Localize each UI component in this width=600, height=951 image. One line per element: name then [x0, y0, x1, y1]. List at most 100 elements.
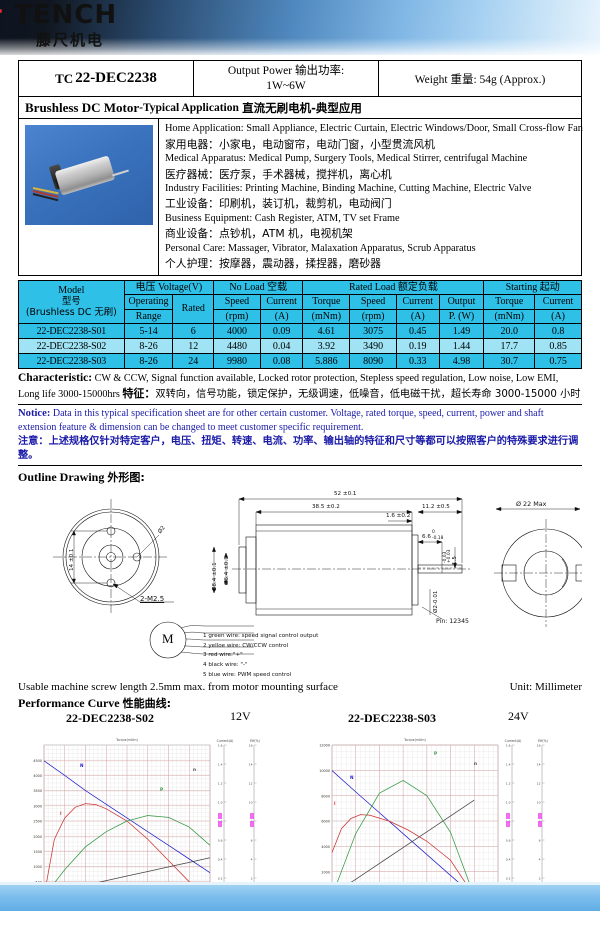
bottom-bar [0, 882, 600, 911]
th-stcurrent-2: (A) [534, 308, 582, 325]
cell-rl-speed: 3490 [349, 338, 397, 355]
brand-name-cn: 藤尺机电 [36, 31, 105, 49]
wire-legend: 1 green wire: speed signal control outpu… [203, 632, 318, 680]
cell-st-current: 0.75 [534, 353, 582, 370]
weight-cell: Weight 重量: 54g (Approx.) [414, 73, 546, 86]
dim-flat: 1.5 [452, 556, 458, 566]
title-en: Brushless DC Motor [25, 99, 140, 115]
dim-flange: 1.6 ±0.2 [386, 513, 411, 520]
cell-model: 22-DEC2238-S03 [18, 353, 125, 370]
th-nlspeed-1: Speed [213, 294, 261, 310]
header-box: TC 22-DEC2238 Output Power 输出功率: 1W~6W We… [18, 60, 583, 276]
chart-1-model: 22-DEC2238-S02 [66, 711, 155, 726]
performance-curve-title: Performance Curve 性能曲线: [18, 695, 582, 711]
characteristic-label: Characteristic: [18, 372, 93, 385]
wire-item-5: 5 blue wire: PWM speed control [203, 671, 292, 678]
cell-nl-speed: 4000 [213, 323, 261, 340]
svg-text:Current(A): Current(A) [217, 739, 234, 743]
svg-text:0.2: 0.2 [218, 877, 223, 881]
dim-shaft-step: 6.6 [422, 534, 431, 541]
cell-rl-output: 1.44 [438, 338, 485, 355]
notice-text-cn: 上述规格仅针对特定客户，电压、扭矩、转速、电流、功率、输出轴的特征和尺寸等都可以… [18, 435, 579, 462]
usable-note-row: Usable machine screw length 2.5mm max. f… [18, 681, 582, 693]
model-cell: TC 22-DEC2238 [19, 61, 194, 96]
svg-text:14: 14 [249, 763, 253, 767]
svg-text:16: 16 [249, 744, 253, 748]
svg-text:4000: 4000 [321, 845, 330, 849]
svg-text:Torque(mNm): Torque(mNm) [403, 738, 426, 742]
header-row: TC 22-DEC2238 Output Power 输出功率: 1W~6W We… [19, 61, 581, 97]
app-cn-2: 工业设备：印刷机，装订机，裁剪机，电动阀门 [165, 197, 392, 211]
th-model: Model 型号 (Brushless DC 无刷) [18, 279, 125, 325]
th-rlcurrent-1: Current [395, 294, 440, 310]
svg-text:1.4: 1.4 [506, 763, 511, 767]
svg-text:0.6: 0.6 [506, 839, 511, 843]
svg-text:N: N [80, 763, 84, 768]
svg-text:1.0: 1.0 [506, 801, 511, 805]
svg-text:Eff(%): Eff(%) [538, 739, 548, 743]
cell-rl-output: 4.98 [438, 353, 485, 370]
motor-photo-cell [19, 119, 159, 275]
th-sttorque-2: (mNm) [483, 308, 536, 325]
application-area: Home Application: Small Appliance, Elect… [19, 119, 583, 275]
unit-note: Unit: Millimeter [509, 681, 582, 694]
model-number: 22-DEC2238 [75, 70, 157, 86]
app-en-2: Industry Facilities: Printing Machine, B… [165, 182, 532, 194]
th-sttorque-1: Torque [483, 294, 536, 310]
performance-charts: 0500100015002000250030003500400045000.02… [18, 731, 582, 947]
th-rltorque-1: Torque [302, 294, 351, 310]
app-en-1: Medical Apparatus: Medical Pump, Surgery… [165, 152, 528, 164]
notice-label: Notice: [18, 407, 51, 419]
motor-symbol-label: M [162, 631, 174, 647]
cell-rated: 12 [172, 338, 215, 355]
cell-rl-output: 1.49 [438, 323, 485, 340]
wire-item-2: 2 yelloe wire: CW/CCW control [203, 642, 289, 649]
cell-rl-speed: 3075 [349, 323, 397, 340]
table-group-header-row: Model 型号 (Brushless DC 无刷) 电压 Voltage(V)… [18, 279, 582, 325]
notice-text: Data in this typical specification sheet… [18, 407, 544, 434]
th-nlcurrent-2: (A) [259, 308, 304, 325]
svg-text:10: 10 [537, 801, 541, 805]
dim-hole-pitch: 14 ±0.1 [69, 548, 75, 572]
svg-text:4000: 4000 [33, 774, 42, 778]
top-banner: TENCH 藤尺机电 [0, 0, 600, 55]
th-model-en: Model [58, 285, 85, 297]
svg-text:I: I [60, 811, 62, 816]
svg-text:1500: 1500 [33, 850, 42, 854]
svg-text:6: 6 [539, 839, 541, 843]
svg-text:0.2: 0.2 [506, 877, 511, 881]
dim-shaft-tol-upper: 0 [432, 530, 435, 536]
dim-boss-dia: Ø8.4 ±0.1 [212, 562, 218, 592]
cell-rl-speed: 8090 [349, 353, 397, 370]
svg-text:0.4: 0.4 [218, 858, 223, 862]
table-sub-header-row-1: Operating Rated Speed Current Torque Spe… [19, 294, 582, 325]
model-prefix: TC [55, 70, 74, 86]
dim-outer-dia: Ø 22 Max [516, 500, 547, 509]
notice-block: Notice: Data in this typical specificati… [18, 407, 582, 464]
th-nlspeed-2: (rpm) [213, 308, 261, 325]
svg-text:1.2: 1.2 [506, 782, 511, 786]
svg-text:2000: 2000 [33, 835, 42, 839]
svg-text:I: I [334, 801, 336, 806]
dim-shaft-tol-lower: -0.18 [432, 536, 444, 542]
output-power-cell: Output Power 输出功率: 1W~6W [194, 61, 379, 96]
logo-dot-icon [0, 9, 2, 13]
specification-table: Model 型号 (Brushless DC 无刷) 电压 Voltage(V)… [18, 279, 582, 370]
characteristic-text-cn: 双转向，信号功能，锁定保护，无级调速，低噪音，低电磁干扰，超长寿命 3000-1… [155, 388, 581, 400]
svg-text:4500: 4500 [33, 759, 42, 763]
svg-text:Current(A): Current(A) [505, 739, 522, 743]
th-ratedload-group: Rated Load 额定负载 [302, 279, 485, 296]
dim-pin-label: Pin: 12345 [436, 618, 469, 626]
cell-op-range: 8-26 [123, 353, 174, 370]
app-cn-4: 个人护理：按摩器，震动器，揉捏器，磨砂器 [165, 257, 381, 271]
wire-item-3: 3 red wire:"+" [203, 652, 243, 659]
dim-screws: 2-M2.5 [140, 595, 165, 604]
th-starting-group: Starting 起动 [483, 279, 582, 296]
outline-drawing-title: Outline Drawing 外形图: [18, 469, 582, 485]
th-noload-group: No Load 空载 [213, 279, 304, 296]
characteristic-text: CW & CCW, Signal function available, Loc… [18, 373, 559, 400]
th-rated: Rated [172, 294, 215, 325]
th-voltage-group: 电压 Voltage(V) [123, 279, 215, 296]
cell-model: 22-DEC2238-S01 [18, 323, 125, 340]
cell-rl-torque: 4.61 [302, 323, 351, 340]
